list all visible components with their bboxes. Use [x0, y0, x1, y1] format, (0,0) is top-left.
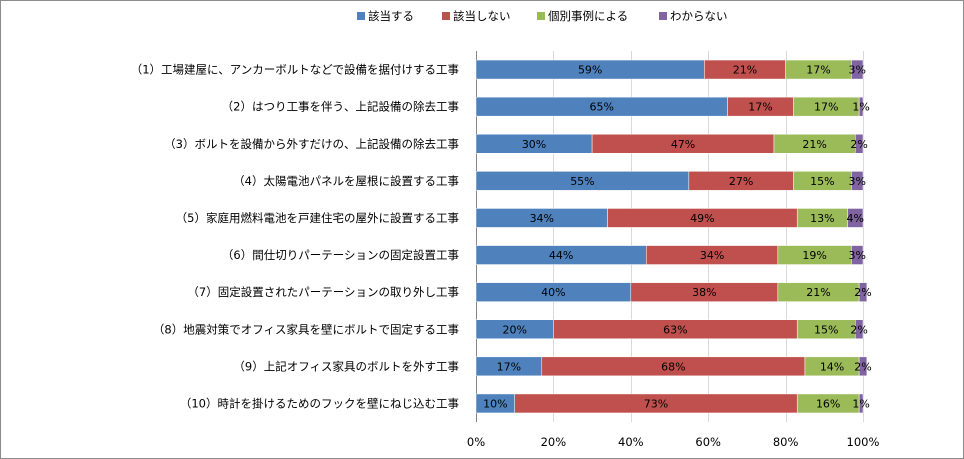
category-label: （3）ボルトを設備から外すだけの、上記設備の除去工事: [164, 137, 459, 151]
data-label: 63%: [663, 323, 687, 336]
data-label: 34%: [700, 249, 724, 262]
legend-swatch: [442, 12, 450, 20]
category-label: （4）太陽電池パネルを屋根に設置する工事: [233, 174, 459, 188]
data-label: 17%: [497, 360, 521, 373]
x-tick-label: 100%: [847, 435, 880, 449]
data-label: 3%: [848, 64, 865, 77]
data-label: 55%: [570, 175, 594, 188]
data-label: 1%: [852, 101, 869, 114]
data-label: 65%: [590, 101, 614, 114]
bar-segment: [851, 59, 864, 80]
data-label: 17%: [806, 64, 830, 77]
legend: 該当する 該当しない 個別事例による わからない: [357, 9, 728, 23]
legend-label: 個別事例による: [548, 9, 628, 23]
data-label: 19%: [802, 249, 826, 262]
data-label: 2%: [854, 286, 871, 299]
data-label: 17%: [814, 101, 838, 114]
x-tick-label: 0%: [467, 435, 485, 449]
data-label: 4%: [847, 212, 864, 225]
legend-label: 該当しない: [453, 9, 511, 23]
bar-segment: [858, 356, 868, 377]
data-label: 15%: [814, 323, 838, 336]
category-label: （8）地震対策でオフィス家具を壁にボルトで固定する工事: [153, 322, 459, 336]
data-label: 40%: [541, 286, 565, 299]
bar-segment: [855, 134, 864, 154]
category-label: （10）時計を掛けるためのフックを壁にねじ込む工事: [180, 396, 459, 410]
x-tick-label: 40%: [618, 435, 644, 449]
legend-swatch: [357, 12, 365, 20]
bar-segment: [855, 319, 864, 339]
data-label: 30%: [522, 138, 546, 151]
x-tick-label: 80%: [773, 435, 799, 449]
legend-swatch: [537, 12, 545, 20]
bar-segment: [858, 282, 868, 302]
data-label: 38%: [692, 286, 716, 299]
data-label: 47%: [671, 138, 695, 151]
category-label: （7）固定設置されたパーテーションの取り外し工事: [187, 285, 459, 299]
data-label: 2%: [850, 323, 867, 336]
legend-label: 該当する: [368, 9, 414, 23]
data-label: 59%: [578, 64, 602, 77]
data-label: 16%: [816, 397, 840, 410]
data-label: 73%: [644, 397, 668, 410]
bar-segment: [851, 245, 864, 265]
category-label: （9）上記オフィス家具のボルトを外す工事: [233, 359, 459, 373]
data-label: 20%: [502, 323, 526, 336]
category-label: （2）はつり工事を伴う、上記設備の除去工事: [222, 100, 459, 114]
category-label: （5）家庭用燃料電池を戸建住宅の屋外に設置する工事: [176, 211, 459, 225]
data-label: 49%: [690, 212, 714, 225]
category-label: （6）間仕切りパーテーションの固定設置工事: [222, 248, 459, 262]
category-labels: （1）工場建屋に、アンカーボルトなどで設備を据付けする工事 （2）はつり工事を伴う…: [131, 63, 459, 411]
data-label: 34%: [530, 212, 554, 225]
bar-segment: [851, 171, 864, 191]
bar-segment: [858, 96, 864, 117]
bar-segment: [858, 393, 864, 414]
data-label: 21%: [733, 64, 757, 77]
data-label: 1%: [852, 397, 869, 410]
data-label: 15%: [810, 175, 834, 188]
data-label: 13%: [810, 212, 834, 225]
x-tick-label: 20%: [541, 435, 567, 449]
data-label: 10%: [483, 397, 507, 410]
data-label: 2%: [850, 138, 867, 151]
data-label: 14%: [820, 360, 844, 373]
legend-swatch: [659, 12, 667, 20]
bar-area: 59% 21% 17% 3% 65% 17% 17% 1% 30% 47% 21% 2% 55% 27% 1…: [475, 59, 872, 414]
bar-segment: [847, 208, 864, 228]
category-label: （1）工場建屋に、アンカーボルトなどで設備を据付けする工事: [131, 63, 459, 77]
data-label: 27%: [729, 175, 753, 188]
data-label: 21%: [806, 286, 830, 299]
data-label: 3%: [848, 175, 865, 188]
x-tick-label: 60%: [695, 435, 721, 449]
data-label: 17%: [748, 101, 772, 114]
legend-label: わからない: [670, 9, 728, 23]
data-label: 44%: [549, 249, 573, 262]
data-label: 21%: [802, 138, 826, 151]
data-label: 3%: [848, 249, 865, 262]
data-label: 2%: [854, 360, 871, 373]
x-axis-ticks: 0% 20% 40% 60% 80% 100%: [467, 435, 880, 449]
data-label: 68%: [661, 360, 685, 373]
